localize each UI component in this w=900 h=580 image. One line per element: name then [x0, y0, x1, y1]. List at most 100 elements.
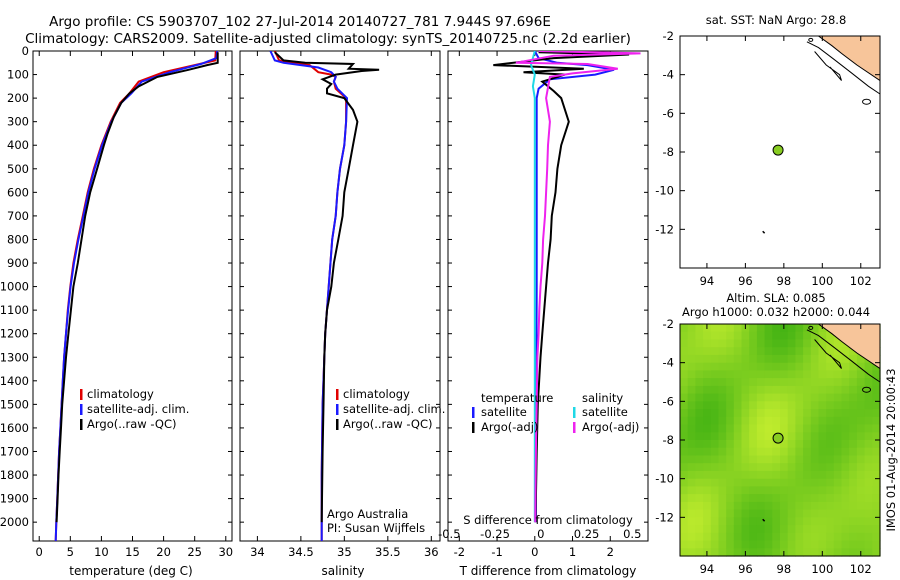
legend-label: climatology: [343, 387, 410, 401]
sla-cell: [780, 478, 789, 487]
sla-cell: [833, 486, 843, 495]
longitude-tick-label: 100: [811, 562, 833, 576]
depth-tick-label: 1900: [0, 492, 29, 506]
sla-cell: [749, 362, 758, 371]
sla-cell: [687, 525, 696, 534]
depth-tick-label: 1700: [0, 444, 29, 458]
sla-cell: [703, 378, 712, 387]
sla-cell: [795, 331, 804, 340]
sla-cell: [826, 401, 835, 410]
sla-cell: [756, 339, 766, 348]
sla-cell: [718, 385, 727, 395]
sla-cell: [872, 424, 881, 433]
sla-cell: [841, 532, 850, 542]
sla-cell: [826, 362, 835, 371]
sla-cell: [795, 401, 804, 410]
sla-cell: [687, 385, 696, 395]
sla-cell: [818, 362, 827, 371]
sla-cell: [680, 362, 689, 371]
sla-cell: [795, 362, 804, 371]
sla-cell: [756, 424, 766, 433]
legend-label: satellite: [582, 405, 628, 419]
sla-cell: [756, 385, 766, 395]
sla-cell: [756, 432, 766, 441]
sla-cell: [810, 517, 820, 526]
sla-cell: [703, 440, 712, 449]
sla-cell: [826, 424, 835, 433]
sla-cell: [756, 525, 766, 534]
sla-cell: [780, 501, 789, 511]
sla-cell: [687, 447, 696, 456]
sla-cell: [803, 401, 812, 410]
sla-cell: [810, 362, 820, 371]
sla-cell: [710, 370, 720, 379]
sla-cell: [856, 509, 866, 518]
legend-swatch: [336, 419, 339, 430]
sla-cell: [795, 532, 804, 542]
sla-cell: [772, 378, 781, 387]
top-tick-label: 0.25: [574, 527, 600, 541]
sla-cell: [787, 362, 796, 371]
sla-cell: [687, 455, 696, 464]
sla-cell: [803, 324, 812, 333]
legend-swatch: [336, 404, 339, 415]
sla-cell: [680, 463, 689, 472]
sla-cell: [741, 409, 750, 418]
sla-cell: [818, 486, 827, 495]
depth-tick-label: 400: [7, 138, 29, 152]
sla-cell: [703, 509, 712, 518]
sla-cell: [864, 470, 873, 480]
sla-cell: [741, 432, 750, 441]
sla-cell: [872, 432, 881, 441]
sla-cell: [687, 532, 696, 542]
sla-cell: [787, 393, 796, 402]
sla-cell: [710, 470, 720, 480]
sla-cell: [849, 470, 858, 480]
sla-cell: [803, 509, 812, 518]
sla-cell: [872, 393, 881, 402]
sla-cell: [687, 470, 696, 480]
sla-cell: [687, 339, 696, 348]
x-tick-label: 35.5: [375, 545, 401, 559]
x-tick-label: 34: [250, 545, 265, 559]
sla-cell: [718, 486, 727, 495]
sla-cell: [795, 447, 804, 456]
sla-cell: [695, 324, 704, 333]
top-tick-label: 0.5: [623, 527, 641, 541]
sla-cell: [787, 401, 796, 410]
sla-cell: [703, 478, 712, 487]
sla-cell: [856, 478, 866, 487]
sla-cell: [680, 324, 689, 333]
sla-cell: [741, 463, 750, 472]
sla-cell: [687, 331, 696, 340]
sla-cell: [818, 409, 827, 418]
sla-cell: [718, 331, 727, 340]
sla-cell: [826, 532, 835, 542]
sla-cell: [810, 385, 820, 395]
sla-cell: [803, 470, 812, 480]
sla-cell: [833, 447, 843, 456]
sla-cell: [726, 385, 735, 395]
sla-cell: [810, 447, 820, 456]
sla-cell: [856, 393, 866, 402]
sla-cell: [680, 494, 689, 503]
sla-cell: [841, 540, 850, 549]
sla-cell: [703, 540, 712, 549]
sla-cell: [749, 532, 758, 542]
sla-cell: [795, 540, 804, 549]
sla-cell: [833, 347, 843, 356]
sla-cell: [864, 509, 873, 518]
sla-cell: [733, 393, 743, 402]
series-group: [54, 51, 219, 541]
sla-cell: [687, 440, 696, 449]
sla-cell: [864, 393, 873, 402]
sla-cell: [833, 501, 843, 511]
sla-cell: [695, 378, 704, 387]
sla-cell: [749, 455, 758, 464]
sla-cell: [756, 494, 766, 503]
sla-cell: [780, 409, 789, 418]
sla-cell: [726, 347, 735, 356]
sla-cell: [772, 401, 781, 410]
sla-cell: [710, 447, 720, 456]
series-line-satellite-adj-clim-: [54, 51, 219, 541]
